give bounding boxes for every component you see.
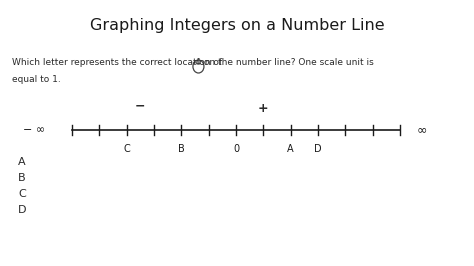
Text: B: B [178,144,185,154]
Text: Which letter represents the correct location of: Which letter represents the correct loca… [12,58,222,67]
Text: A: A [287,144,294,154]
Text: B: B [18,173,26,183]
Text: − ∞: − ∞ [23,125,45,135]
Text: equal to 1.: equal to 1. [12,76,61,85]
Text: C: C [18,189,26,199]
Text: A: A [18,157,26,167]
Text: -4: -4 [193,58,202,67]
Text: −: − [135,99,146,112]
Text: +: + [258,102,269,115]
Text: on the number line? One scale unit is: on the number line? One scale unit is [201,58,374,67]
Text: ∞: ∞ [417,123,427,136]
Text: D: D [314,144,322,154]
Text: Graphing Integers on a Number Line: Graphing Integers on a Number Line [90,18,384,33]
Text: 0: 0 [233,144,239,154]
Text: C: C [123,144,130,154]
Text: D: D [18,205,27,215]
